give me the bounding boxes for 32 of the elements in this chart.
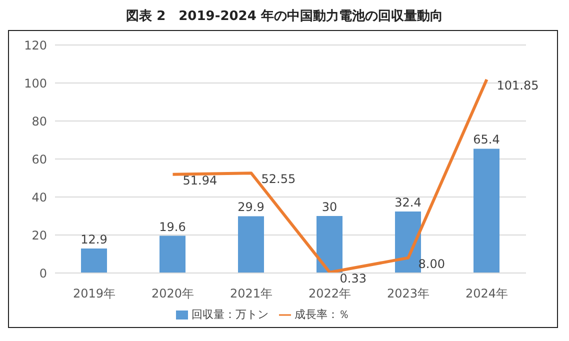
x-tick-label: 2020年 — [151, 286, 194, 301]
bar — [474, 148, 500, 273]
legend-label: 回収量：万トン — [192, 308, 268, 321]
bar — [81, 248, 107, 273]
data-label: 12.9 — [80, 232, 108, 246]
data-label: 52.55 — [261, 172, 296, 186]
x-tick-label: 2021年 — [230, 286, 273, 301]
y-tick-label: 20 — [32, 228, 47, 242]
y-tick-label: 120 — [24, 38, 47, 52]
data-label: 30 — [322, 200, 338, 214]
y-tick-label: 40 — [32, 190, 47, 204]
x-tick-label: 2022年 — [308, 286, 352, 301]
y-tick-label: 60 — [32, 152, 47, 166]
bar — [316, 216, 342, 273]
data-label: 0.33 — [340, 271, 366, 286]
y-tick-label: 0 — [39, 266, 47, 280]
bar — [238, 216, 264, 273]
data-label: 32.4 — [394, 195, 422, 210]
y-tick-label: 100 — [24, 76, 47, 90]
legend-label: 成長率：％ — [294, 308, 350, 321]
data-label: 19.6 — [159, 220, 186, 234]
data-label: 29.9 — [238, 200, 264, 214]
y-tick-label: 80 — [32, 114, 47, 128]
x-tick-label: 2019年 — [72, 286, 116, 301]
bar — [160, 236, 186, 273]
chart-title: 図表 2 2019-2024 年の中国動力電池の回収量動向 — [125, 8, 444, 26]
bar — [395, 211, 421, 273]
data-label: 51.94 — [182, 173, 218, 188]
data-label: 101.85 — [496, 78, 539, 92]
x-tick-label: 2024年 — [465, 286, 508, 301]
data-label: 65.4 — [473, 132, 500, 147]
x-tick-label: 2023年 — [386, 286, 430, 301]
